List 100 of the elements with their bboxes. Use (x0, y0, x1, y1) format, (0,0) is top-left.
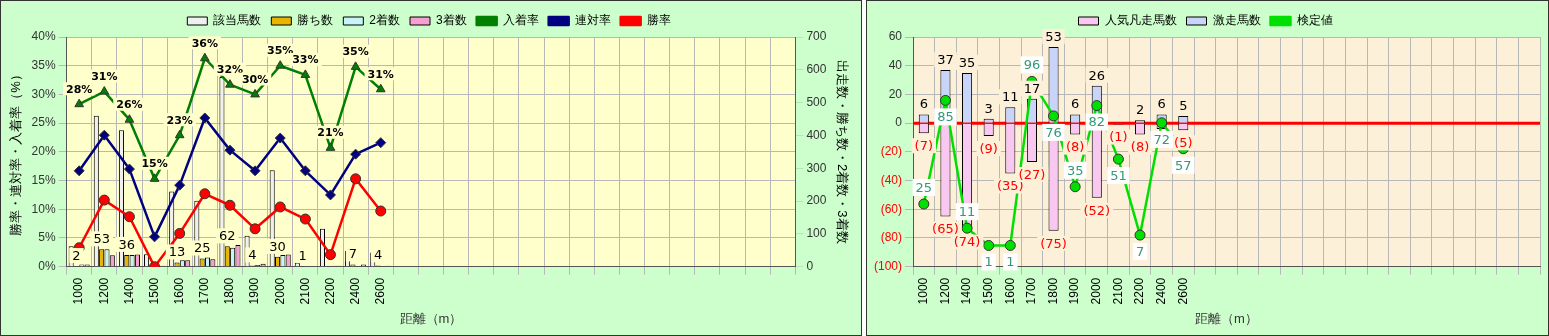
y-tick-label: 25% (31, 115, 56, 130)
y2-tick-label: 200 (806, 193, 827, 208)
legend-label: 勝ち数 (297, 13, 334, 28)
point (274, 201, 286, 213)
y-tick-label: 35% (31, 58, 56, 73)
data-label: 6 (1157, 96, 1166, 112)
y-tick-label: (60) (880, 201, 903, 216)
data-label: 25 (193, 240, 211, 256)
data-label: 3 (984, 100, 993, 116)
data-label: 6 (1071, 96, 1080, 112)
x-tick-label: 2600 (373, 277, 388, 305)
x-tick-label: 2200 (1132, 277, 1147, 305)
data-label: 31% (367, 67, 394, 81)
point (73, 165, 85, 177)
data-label: 36 (118, 236, 136, 252)
x-tick-label: 1900 (247, 277, 262, 305)
data-label: 2 (72, 247, 81, 263)
legend-label: 連対率 (574, 13, 611, 28)
y-tick-label: 5% (38, 230, 56, 245)
x-tick-label: 1000 (71, 277, 86, 305)
y-tick-label: 30% (31, 86, 56, 101)
data-label: 96 (1023, 57, 1041, 73)
data-label: 76 (1045, 124, 1062, 140)
point (99, 86, 110, 95)
legend-label: 検定値 (1296, 13, 1333, 28)
y2-tick-label: 300 (806, 160, 827, 175)
data-label: (9) (979, 140, 998, 156)
data-label: (8) (1130, 139, 1150, 155)
y-tick-label: (80) (880, 230, 903, 245)
point (123, 211, 135, 223)
legend-label: 激走馬数 (1212, 13, 1261, 28)
data-label: (27) (1018, 166, 1046, 182)
y-tick-label: 10% (31, 201, 56, 216)
data-label: 28% (66, 82, 93, 96)
data-label: 35% (267, 44, 294, 58)
point (350, 173, 362, 185)
point (174, 129, 185, 139)
data-label: 33% (292, 53, 319, 67)
point (98, 129, 110, 141)
data-label: 37 (937, 51, 954, 67)
point (1048, 110, 1060, 122)
y2-tick-label: 400 (806, 127, 827, 142)
point (249, 165, 261, 177)
y-tick-label: 15% (31, 172, 56, 187)
data-label: 2 (1135, 102, 1145, 118)
y-axis-title: 勝率・連対率・入着率（%） (8, 68, 24, 236)
y-tick-label: (100) (874, 259, 903, 274)
legend-label: 3着数 (436, 13, 467, 28)
y-tick-label: 0% (38, 259, 56, 274)
data-label: 11 (1002, 89, 1019, 105)
point (249, 223, 261, 235)
data-label: 17 (1023, 80, 1041, 96)
data-label: (65) (932, 221, 959, 237)
data-label: 15% (141, 157, 168, 171)
data-label: (5) (1174, 135, 1193, 151)
point (375, 83, 386, 93)
data-label: 26% (116, 98, 143, 112)
x-tick-label: 2600 (1175, 277, 1190, 305)
legend-label: 勝率 (646, 13, 671, 28)
point (224, 144, 236, 156)
data-label: (7) (914, 138, 934, 154)
x-tick-label: 1800 (222, 277, 237, 305)
point (325, 142, 336, 151)
x-tick-label: 1700 (1024, 277, 1039, 305)
point (124, 114, 135, 123)
y-tick-label: 40% (31, 29, 56, 44)
point (174, 227, 186, 239)
x-tick-label: 1200 (96, 277, 111, 305)
x-tick-label: 1200 (937, 277, 952, 305)
data-label: (1) (1109, 129, 1128, 145)
legend-label: 該当馬数 (213, 13, 262, 28)
point (324, 249, 336, 261)
data-label: 13 (168, 244, 186, 260)
point (350, 148, 362, 160)
data-label: (74) (953, 234, 981, 250)
point (983, 239, 995, 251)
y-tick-label: 60 (888, 29, 903, 44)
x-tick-label: 1900 (1067, 277, 1082, 305)
y-tick-label: (40) (880, 172, 903, 187)
x-tick-label: 1500 (981, 277, 995, 305)
x-tick-label: 1600 (1002, 277, 1017, 305)
data-label: 23% (166, 113, 193, 127)
data-label: 51 (1110, 167, 1127, 183)
legend-label: 2着数 (369, 13, 401, 28)
x-tick-label: 2200 (322, 277, 337, 305)
point (324, 189, 336, 201)
data-label: 53 (1045, 28, 1062, 44)
x-tick-label: 2400 (347, 277, 362, 305)
data-label: 30 (269, 238, 286, 254)
y-tick-label: (20) (880, 144, 903, 159)
data-label: 1 (984, 254, 993, 270)
point (74, 98, 85, 108)
data-label: 4 (248, 247, 257, 263)
data-label: 85 (937, 109, 954, 125)
point (375, 205, 387, 217)
data-label: (52) (1083, 202, 1111, 218)
data-label: 82 (1088, 114, 1106, 130)
data-label: 1 (1006, 254, 1015, 270)
point (199, 188, 211, 200)
legend-label: 人気凡走馬数 (1104, 13, 1177, 28)
